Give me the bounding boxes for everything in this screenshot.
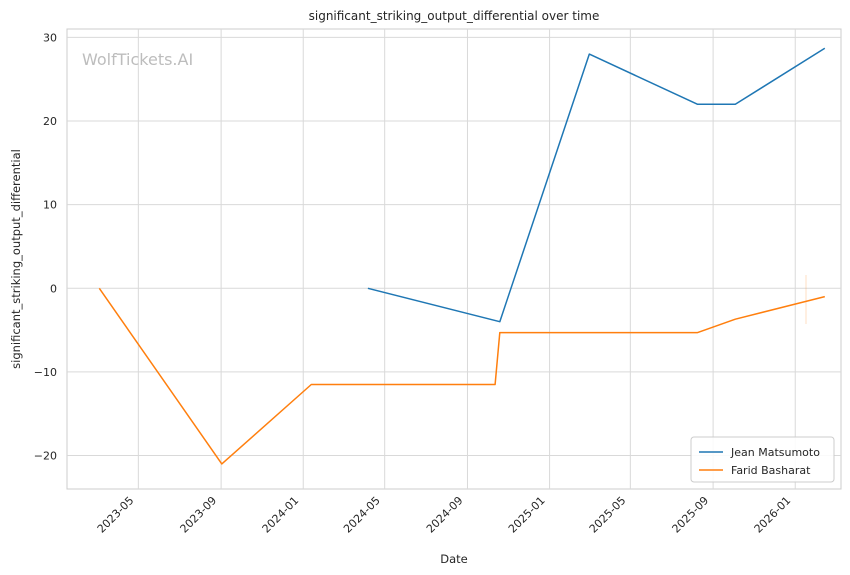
y-tick-label: −10	[34, 366, 57, 379]
x-tick-label: 2023-05	[95, 494, 137, 536]
x-tick-label: 2025-01	[506, 494, 548, 536]
x-tick-label: 2025-09	[670, 494, 712, 536]
x-tick-label: 2024-09	[424, 494, 466, 536]
legend-label-farid-basharat: Farid Basharat	[731, 464, 811, 477]
x-tick-label: 2025-05	[587, 494, 629, 536]
x-tick-label: 2024-05	[341, 494, 383, 536]
series-line-jean-matsumoto	[367, 47, 826, 323]
legend-label-jean-matsumoto: Jean Matsumoto	[730, 446, 820, 459]
y-axis-title: significant_striking_output_differential	[9, 149, 23, 369]
legend: Jean Matsumoto Farid Basharat	[690, 436, 835, 483]
y-tick-label: 10	[43, 199, 57, 212]
y-tick-labels: −20 −10 0 10 20 30	[34, 31, 57, 462]
legend-box	[690, 436, 835, 483]
x-gridlines	[137, 29, 796, 489]
y-tick-label: 30	[43, 31, 57, 44]
x-tick-label: 2026-01	[752, 494, 794, 536]
x-tick-labels: 2023-05 2023-09 2024-01 2024-05 2024-09 2025-…	[95, 494, 794, 536]
y-tick-label: 0	[50, 282, 57, 295]
x-tick-label: 2023-09	[178, 494, 220, 536]
series-lines	[98, 47, 826, 465]
plot-area	[66, 28, 842, 490]
x-tick-label: 2024-01	[260, 494, 302, 536]
watermark: WolfTickets.AI	[82, 50, 193, 69]
chart-title: significant_striking_output_differential…	[309, 9, 600, 23]
x-axis-title: Date	[440, 552, 468, 566]
y-tick-label: −20	[34, 450, 57, 463]
y-tick-label: 20	[43, 115, 57, 128]
series-line-farid-basharat	[98, 287, 825, 465]
